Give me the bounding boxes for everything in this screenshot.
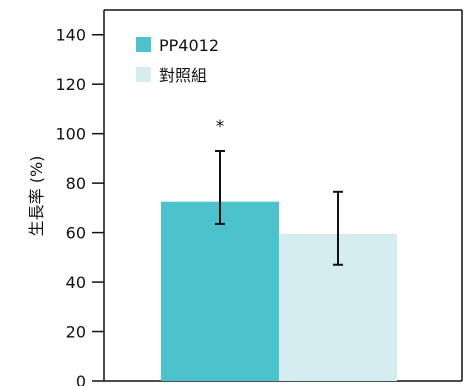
y-tick-label: 120 bbox=[55, 75, 86, 94]
y-tick-label: 140 bbox=[55, 26, 86, 45]
legend-label: PP4012 bbox=[159, 36, 219, 55]
y-tick-label: 20 bbox=[66, 323, 86, 342]
legend: PP4012 對照組 bbox=[136, 36, 219, 85]
y-tick-label: 0 bbox=[76, 372, 86, 386]
bar bbox=[161, 201, 279, 381]
y-axis-title: 生長率 (%) bbox=[27, 156, 46, 237]
bars bbox=[161, 201, 397, 381]
error-bars: * bbox=[215, 117, 343, 266]
legend-label: 對照組 bbox=[159, 66, 207, 85]
y-ticks: 0 20 40 60 80 100 120 140 bbox=[55, 26, 104, 386]
y-tick-label: 60 bbox=[66, 224, 86, 243]
y-tick-label: 100 bbox=[55, 125, 86, 144]
y-tick-label: 80 bbox=[66, 174, 86, 193]
significance-mark: * bbox=[216, 117, 225, 137]
legend-swatch bbox=[136, 67, 151, 82]
y-tick-label: 40 bbox=[66, 273, 86, 292]
legend-swatch bbox=[136, 37, 151, 52]
